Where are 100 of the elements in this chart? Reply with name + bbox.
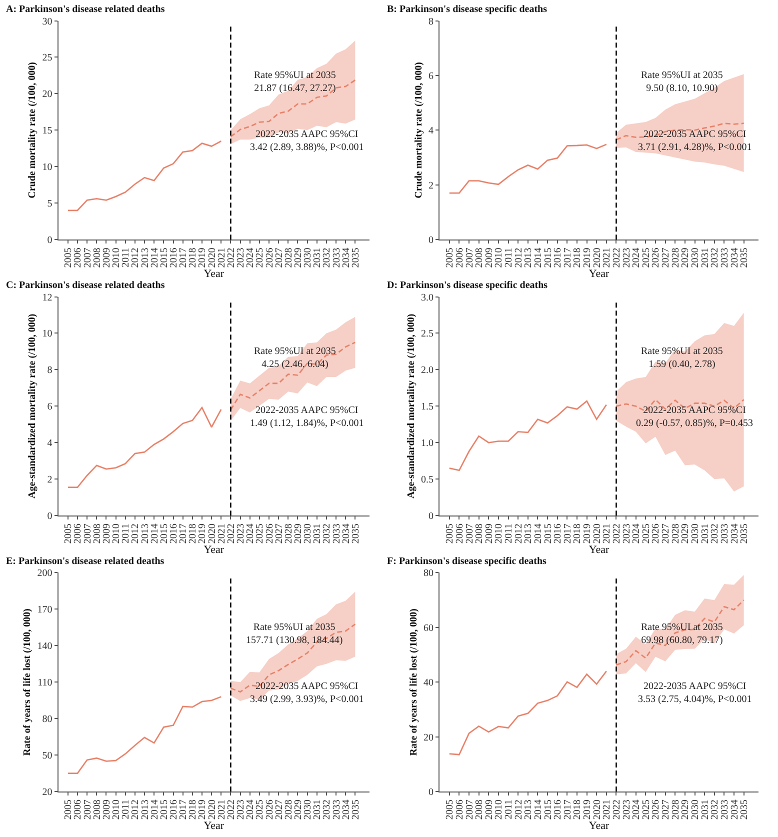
x-tick-label: 2018 [188, 800, 199, 820]
x-tick-label: 2035 [739, 248, 750, 268]
x-tick-label: 2032 [710, 800, 721, 820]
x-axis-title: Year [204, 820, 224, 832]
x-tick-label: 2031 [700, 248, 711, 268]
line-series [67, 696, 222, 774]
x-tick-label: 2005 [444, 248, 456, 268]
x-tick-label: 2010 [494, 248, 505, 268]
x-tick-label: 2021 [602, 248, 613, 268]
x-tick-label: 2023 [621, 524, 632, 544]
x-tick-label: 2019 [582, 800, 594, 820]
x-tick-label: 2026 [650, 524, 662, 544]
x-tick-label: 2018 [188, 248, 199, 268]
x-tick-label: 2007 [82, 800, 94, 820]
x-tick-label: 2030 [302, 800, 314, 820]
x-tick-label: 2013 [140, 524, 151, 544]
x-tick-label: 2017 [562, 800, 574, 820]
x-tick-label: 2028 [670, 248, 682, 268]
x-tick-label: 2028 [670, 800, 682, 820]
x-tick-label: 2016 [168, 524, 180, 544]
y-tick-label: 2 [47, 474, 52, 486]
x-tick-label: 2035 [350, 524, 362, 544]
line-series [448, 400, 608, 472]
x-tick-label: 2030 [302, 524, 314, 544]
x-tick-label: 2032 [322, 524, 333, 544]
x-tick-label: 2006 [454, 248, 466, 268]
x-axis-title: Year [204, 544, 224, 556]
y-axis-title: Crude mortality rate (/100, 000) [413, 62, 424, 198]
x-tick-label: 2011 [504, 248, 515, 268]
x-tick-label: 2013 [523, 248, 534, 268]
y-axis-title: Rate of years of life lost (/100, 000) [22, 608, 34, 756]
y-tick-label: 25 [42, 52, 52, 64]
y-tick-label: 80 [42, 714, 52, 726]
annotation: 2022-2035 AAPC 95%CI 3.42 (2.89, 3.88)%, P<0.001 [250, 129, 364, 153]
x-tick-label: 2025 [640, 800, 652, 820]
x-tick-label: 2023 [621, 248, 632, 268]
x-tick-label: 2016 [552, 248, 564, 268]
x-tick-label: 2034 [729, 800, 740, 820]
x-tick-label: 2034 [729, 524, 740, 544]
line-series [448, 670, 608, 756]
x-tick-label: 2024 [631, 524, 642, 544]
x-tick-label: 2012 [513, 524, 524, 544]
annotation: Rate 95%UI at 2035 157.71 (130.98, 184.44) [246, 622, 343, 646]
x-axis-title: Year [204, 268, 224, 280]
x-tick-label: 2017 [178, 800, 190, 820]
x-tick-label: 2030 [690, 800, 701, 820]
annotation: Rate 95%UI at 2035 9.50 (8.10, 10.90) [641, 70, 723, 94]
x-tick-label: 2025 [640, 524, 652, 544]
y-tick-label: 4 [428, 126, 434, 137]
x-tick-label: 2034 [340, 248, 352, 268]
x-tick-label: 2008 [92, 248, 103, 268]
x-tick-label: 2007 [464, 248, 476, 268]
y-tick-label: 110 [38, 678, 52, 689]
annotation: 2022-2035 AAPC 95%CI 3.49 (2.99, 3.93)%, P<0.001 [250, 681, 364, 705]
x-tick-label: 2029 [292, 524, 304, 544]
x-tick-label: 2029 [292, 248, 304, 268]
x-tick-label: 2008 [474, 524, 486, 544]
x-tick-label: 2017 [562, 524, 574, 544]
x-tick-label: 2010 [111, 524, 122, 544]
x-tick-label: 2027 [660, 524, 672, 544]
y-tick-label: 0.5 [420, 474, 434, 486]
x-tick-label: 2022 [226, 524, 237, 544]
x-tick-label: 2008 [474, 248, 486, 268]
x-tick-label: 2027 [660, 800, 672, 820]
x-tick-label: 2012 [130, 248, 142, 268]
annotation: Rate 95%UI at 2035 69.98 (60.80, 79.17) [641, 622, 723, 646]
x-tick-label: 2007 [464, 800, 476, 820]
x-tick-label: 2014 [149, 800, 160, 820]
y-tick-label: 6 [47, 402, 52, 413]
y-tick-label: 60 [423, 622, 434, 634]
annotation: Rate 95%UI at 2035 21.87 (16.47, 27.27) [254, 70, 336, 94]
x-tick-label: 2034 [729, 248, 740, 268]
x-tick-label: 2009 [484, 800, 495, 820]
y-tick-label: 20 [42, 89, 52, 100]
x-tick-label: 2020 [206, 248, 218, 268]
y-tick-label: 2.5 [420, 328, 434, 340]
x-tick-label: 2020 [206, 524, 218, 544]
x-tick-label: 2029 [680, 248, 692, 268]
line-series [448, 144, 608, 194]
x-tick-label: 2024 [631, 248, 642, 268]
x-tick-label: 2016 [552, 524, 564, 544]
x-tick-label: 2034 [340, 800, 352, 820]
x-tick-label: 2029 [292, 800, 304, 820]
x-tick-label: 2025 [254, 800, 266, 820]
x-tick-label: 2026 [264, 800, 276, 820]
x-axis-title: Year [588, 820, 610, 832]
y-axis-title: Age-standardized mortality rate (/100, 000) [27, 314, 38, 499]
x-tick-label: 2023 [236, 248, 247, 268]
x-tick-label: 2026 [650, 800, 662, 820]
x-tick-label: 2026 [650, 248, 662, 268]
x-tick-label: 2014 [532, 248, 544, 268]
chart-title: F: Parkinson's disease specific deaths [387, 556, 547, 567]
y-tick-label: 3.0 [420, 292, 434, 304]
x-tick-label: 2012 [130, 524, 142, 544]
x-tick-label: 2026 [264, 248, 276, 268]
x-tick-label: 2011 [120, 248, 132, 268]
x-tick-label: 2009 [484, 524, 495, 544]
y-tick-label: 200 [37, 568, 52, 580]
y-tick-label: 1.5 [420, 402, 434, 413]
x-tick-label: 2023 [621, 800, 632, 820]
